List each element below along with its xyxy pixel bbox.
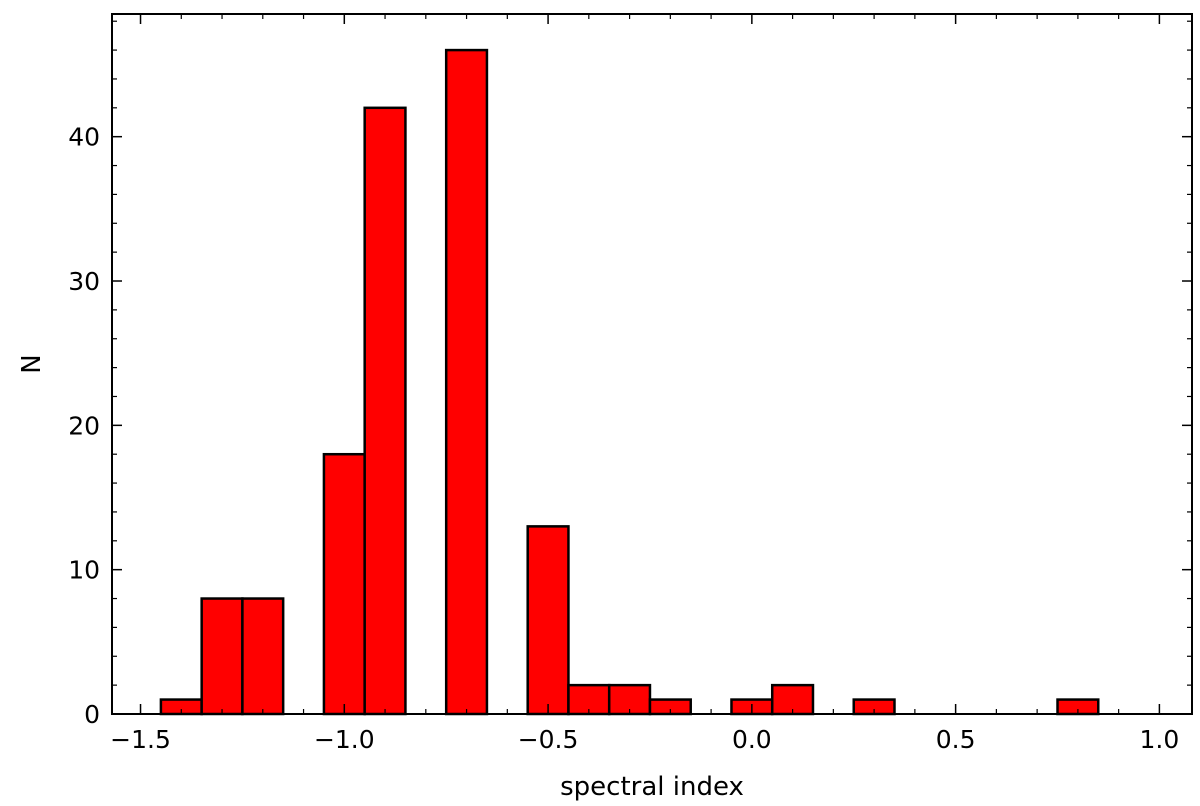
y-tick-label: 0 [84,700,100,729]
y-tick-label: 30 [68,267,100,296]
x-tick-label: 0.5 [936,725,976,754]
histogram-bar [322,452,366,716]
y-tick-label: 40 [68,123,100,152]
histogram-bar [444,48,489,716]
x-tick-label: 1.0 [1140,725,1180,754]
x-tick-label: −1.0 [314,725,375,754]
y-axis-label: N [17,354,47,373]
y-tick-label: 10 [68,556,100,585]
plot-frame [111,13,1193,715]
histogram-bar [363,106,407,716]
x-tick-label: 0.0 [732,725,772,754]
histogram-bar [200,597,244,716]
x-tick-label: −0.5 [518,725,579,754]
histogram-bar [241,597,285,716]
x-axis-label: spectral index [560,772,744,802]
histogram-bar [567,683,611,716]
y-tick-label: 20 [68,411,100,440]
bars-group [159,48,1100,716]
x-tick-label: −1.5 [110,725,171,754]
histogram-bar [526,525,570,716]
